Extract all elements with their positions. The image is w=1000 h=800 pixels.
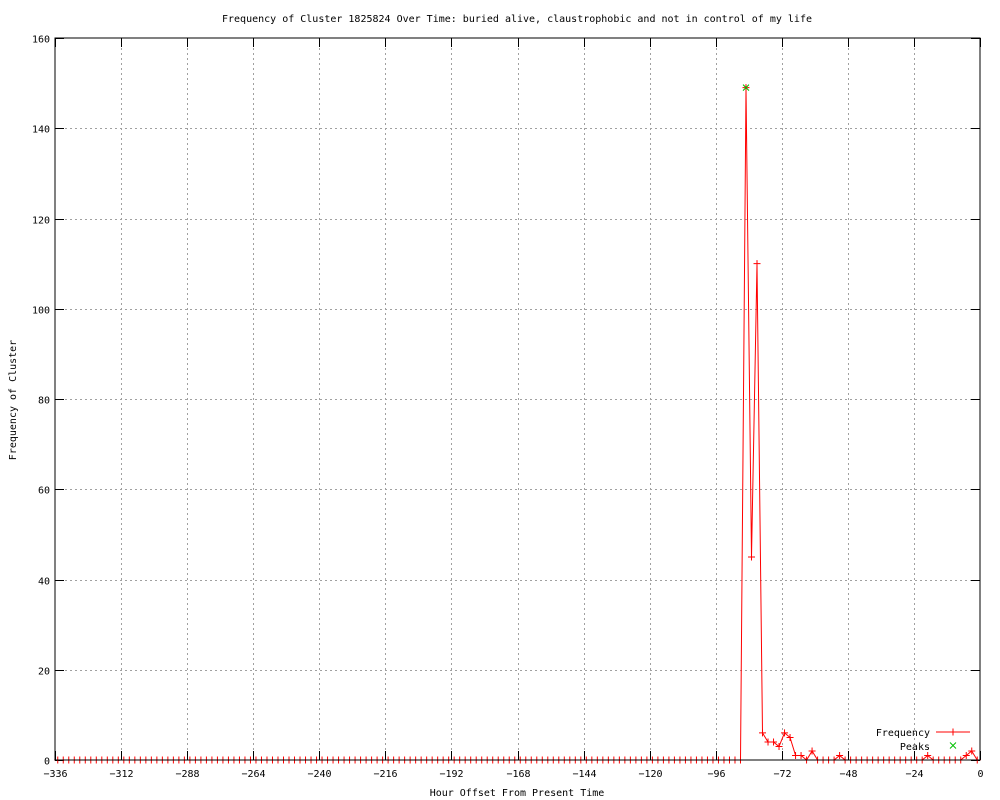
x-tick-label: −240 [307,769,331,780]
x-tick-label: −72 [773,769,791,780]
series-layer [54,84,981,764]
y-tick-label: 120 [32,216,50,227]
x-tick-label: −48 [839,769,857,780]
y-tick-label: 40 [38,577,50,588]
peak-point [742,84,750,91]
x-tick-label: −216 [373,769,397,780]
frequency-point [836,751,844,759]
frequency-point [753,260,761,268]
grid [55,38,980,760]
y-axis-label: Frequency of Cluster [8,340,19,460]
frequency-point [962,751,970,759]
x-tick-label: −120 [638,769,662,780]
legend: Frequency Peaks [876,728,970,753]
axis-ticks: −336 −312 −288 −264 −240 −216 −192 −168 −144 −120… [32,35,984,781]
y-tick-label: 160 [32,35,50,46]
x-tick-label: 0 [977,769,983,780]
x-tick-label: −336 [43,769,67,780]
legend-marker-frequency [949,728,957,736]
frequency-point [781,729,789,737]
y-tick-label: 140 [32,125,50,136]
y-tick-label: 20 [38,667,50,678]
x-tick-label: −264 [241,769,265,780]
x-tick-label: −24 [905,769,923,780]
frequency-point [748,553,756,561]
frequency-point [786,733,794,741]
legend-label-peaks: Peaks [900,742,930,753]
legend-marker-peaks [949,742,957,749]
frequency-point [808,747,816,755]
chart-title: Frequency of Cluster 1825824 Over Time: … [222,14,812,25]
frequency-point [770,738,778,746]
legend-label-frequency: Frequency [876,728,930,739]
plot-border [54,37,981,761]
y-tick-label: 80 [38,396,50,407]
x-axis-label: Hour Offset From Present Time [430,788,605,799]
frequency-point [924,751,932,759]
x-tick-label: −312 [109,769,133,780]
x-tick-label: −192 [439,769,463,780]
y-tick-label: 100 [32,306,50,317]
y-tick-label: 0 [44,757,50,768]
frequency-point [968,747,976,755]
frequency-line [57,87,978,761]
frequency-point [759,729,767,737]
frequency-point [797,751,805,759]
x-tick-label: −288 [175,769,199,780]
frequency-point [775,742,783,750]
x-tick-label: −96 [707,769,725,780]
x-tick-label: −168 [506,769,530,780]
y-tick-label: 60 [38,486,50,497]
x-tick-label: −144 [572,769,596,780]
